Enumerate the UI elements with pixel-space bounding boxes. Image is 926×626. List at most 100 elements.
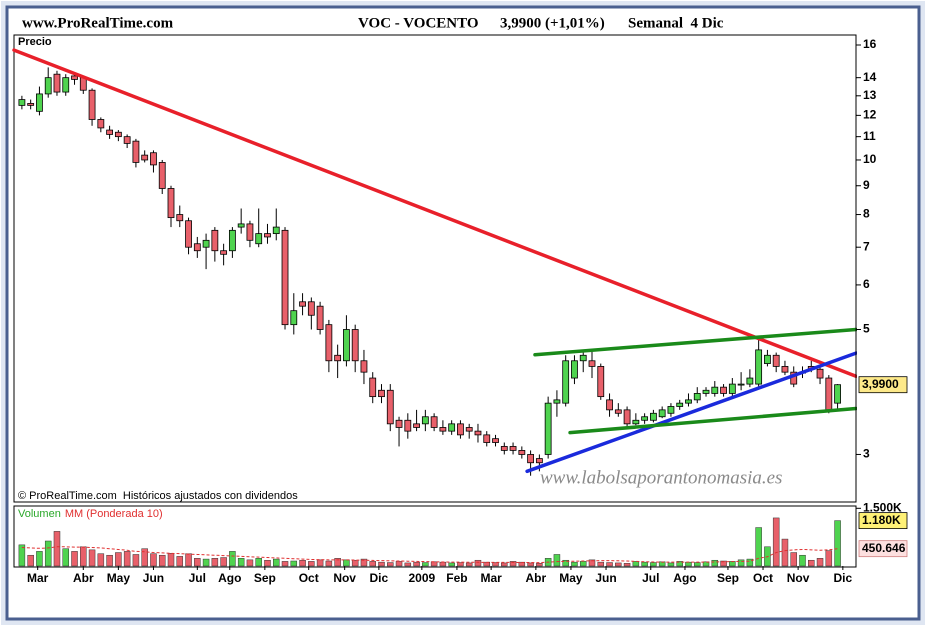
volume-bar [474,559,482,567]
volume-bar [272,558,280,567]
volume-bar [387,562,394,567]
candle-body [711,386,719,394]
volume-bar [834,520,841,567]
x-tick-label: Abr [526,571,547,585]
candle-body [114,131,122,138]
x-tick-label: Mar [27,571,49,585]
volume-bar [553,554,561,567]
trendline [525,351,858,474]
volume-bar [676,561,683,567]
footnote: © ProRealTime.com Históricos ajustados c… [18,490,298,502]
candle-body [158,162,166,189]
candle-body [228,229,236,252]
candle-body [500,446,508,451]
candle-body [18,99,26,106]
candle-body [781,365,789,373]
period: Semanal 4 Dic [628,15,724,31]
candle-body [702,389,710,394]
x-tick-label: Sep [717,571,739,585]
volume-bar [316,559,324,567]
candle-body [404,419,412,432]
candle-body [632,419,640,425]
volume-bar [422,562,429,567]
volume-bar [44,540,52,567]
price-marker-box [858,376,908,394]
quote: 3,9900 (+1,01%) [500,15,605,31]
volume-bar [457,562,464,567]
candle-body [746,377,754,385]
x-tick-label: Ago [673,571,696,585]
volume-bar [255,558,262,567]
candle-body [614,409,622,414]
candle-body [220,250,228,255]
candle-body [36,93,43,112]
candle-body [649,412,657,421]
candle-body [457,423,464,436]
candle-body [53,73,61,93]
candle-body [588,360,596,367]
volume-bar [360,558,368,567]
candle-body [571,360,578,379]
price-panel [13,34,857,503]
volume-bar [413,561,420,567]
candle-body [439,427,447,432]
volume-bar [693,562,701,567]
candle-body [132,140,140,163]
candle-body [202,239,210,248]
candle-body [413,423,420,428]
x-tick-label: 2009 [408,571,435,585]
volume-bar [62,548,69,567]
volume-bar [176,556,184,567]
candle-body [693,393,701,401]
volume-bar [395,561,403,567]
volume-bar [36,551,43,567]
volume-bar [772,517,780,567]
volume-bar [220,557,227,567]
candle-body [474,430,482,436]
y-tick-label: 11 [863,129,876,143]
volume-bar [53,531,61,567]
candle-body [237,223,245,228]
y-tick-label: 9 [863,178,870,192]
candle-body [193,243,201,252]
candle-body [281,229,289,326]
candle-body [737,383,745,386]
panel-label: Precio [18,36,52,48]
x-tick-label: Oct [299,571,319,585]
candle-body [97,119,105,129]
candle-body [676,402,684,407]
candle-body [378,389,385,398]
volume-bar [562,559,569,567]
candle-body [351,329,359,362]
candle-body [150,152,157,166]
volume-marker-label: 1.180K [862,513,901,527]
volume-bar [737,559,745,567]
volume-bar [650,562,657,567]
volume-bar [299,559,306,567]
volume-bar [816,558,824,567]
candle-body [211,229,219,252]
candle-body [535,458,543,464]
candle-body [307,301,315,316]
y-tick-label: 12 [863,108,877,122]
x-tick-label: Abr [73,571,94,585]
candle-body [562,360,570,404]
candle-body [421,416,429,425]
x-tick-label: Jul [189,571,206,585]
candle-body [290,310,298,326]
volume-bar [799,554,806,567]
volume-bar [211,558,219,567]
y-tick-label: 16 [863,37,877,51]
volume-marker-label: 450.646 [862,541,906,555]
x-tick-label: May [559,571,583,585]
candle-body [62,77,70,93]
candle-body [465,427,473,432]
candle-body [492,438,499,443]
axis-mask [857,35,917,503]
volume-bar [615,562,622,567]
candle-body [430,416,438,428]
volume-bar [492,562,499,567]
candle-body [395,419,403,428]
volume-bar [343,559,350,567]
x-tick-label: Jun [595,571,616,585]
